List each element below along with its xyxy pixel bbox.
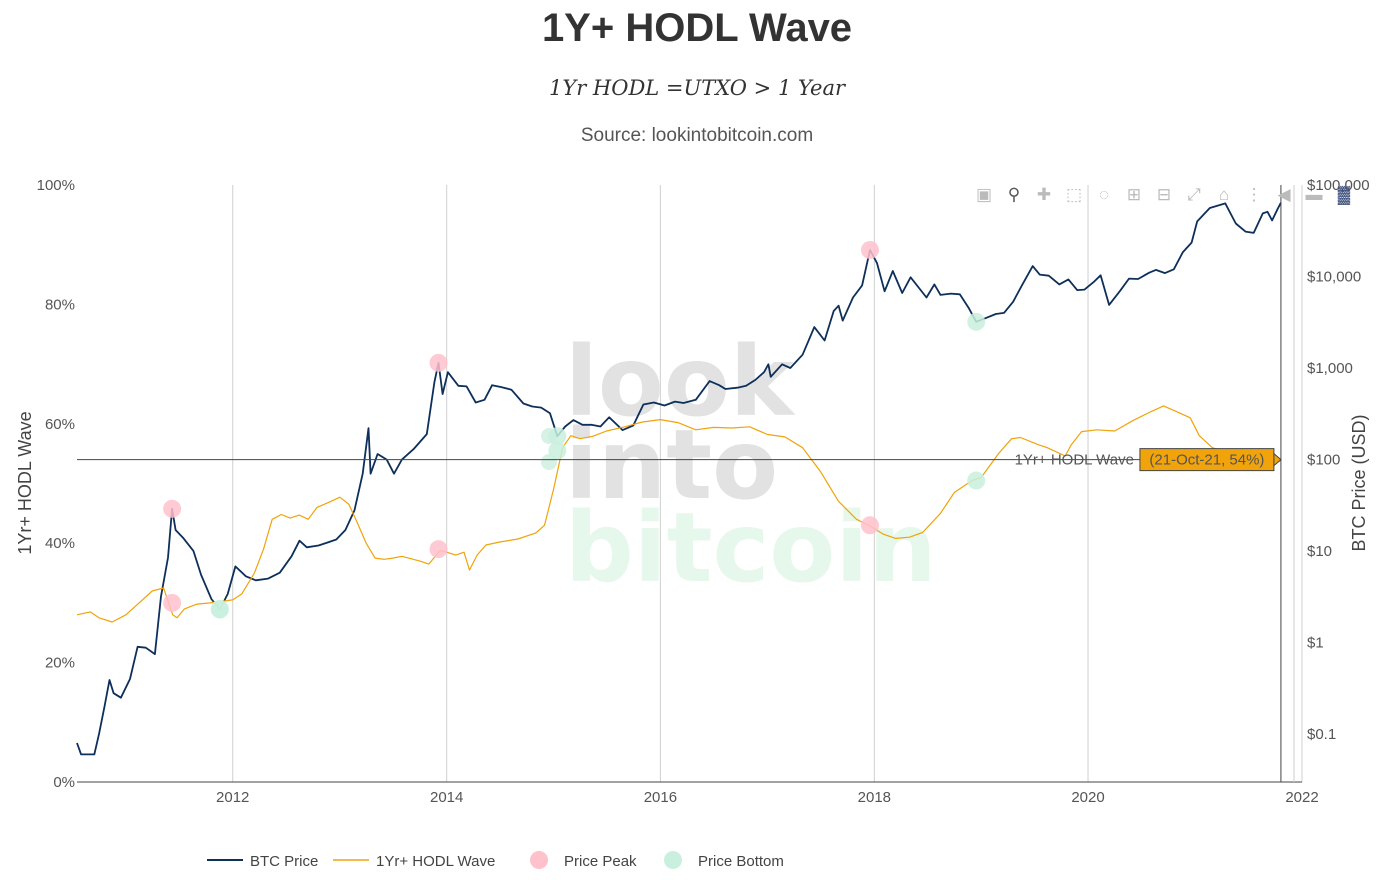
- legend-item-2[interactable]: Price Peak: [530, 851, 637, 870]
- zoom-out-icon[interactable]: ⊟: [1156, 185, 1172, 204]
- y-left-tick-0: 0%: [53, 774, 75, 791]
- autoscale-icon[interactable]: ⤢: [1187, 185, 1201, 204]
- legend-label-1: 1Yr+ HODL Wave: [376, 853, 495, 870]
- plotly-logo-icon[interactable]: ▓: [1337, 185, 1351, 204]
- marker-2-0[interactable]: [163, 499, 182, 518]
- legend-item-0[interactable]: BTC Price: [207, 853, 318, 870]
- x-gridlines: [232, 185, 1303, 782]
- camera-icon[interactable]: ▣: [975, 185, 993, 204]
- lasso-icon[interactable]: ◌: [1098, 185, 1110, 204]
- y-right-tick-6: $100,000: [1307, 177, 1370, 194]
- zoom-icon[interactable]: ⚲: [1007, 185, 1021, 204]
- watermark-look: look: [565, 326, 796, 438]
- y-right-tick-3: $100: [1307, 452, 1340, 469]
- hover-label-value: (21-Oct-21, 54%): [1149, 452, 1264, 469]
- zoom-in-icon[interactable]: ⊞: [1126, 185, 1142, 204]
- marker-2-5[interactable]: [860, 516, 879, 535]
- spike-lines-icon[interactable]: ⋮: [1245, 185, 1263, 204]
- y-left-tick-4: 80%: [45, 296, 75, 313]
- y-right-tick-2: $10: [1307, 543, 1332, 560]
- hover-label-series: 1Yr+ HODL Wave: [1015, 452, 1134, 469]
- legend-label-0: BTC Price: [250, 853, 318, 870]
- series-line-0[interactable]: [76, 202, 1282, 756]
- legend-swatch-2: [530, 851, 548, 869]
- y-right-tick-0: $0.1: [1307, 726, 1336, 743]
- y-right-tick-5: $10,000: [1307, 269, 1361, 286]
- pan-icon[interactable]: ✚: [1036, 185, 1052, 204]
- marker-3-2[interactable]: [967, 312, 986, 331]
- hover-closest-icon[interactable]: ◀: [1277, 185, 1291, 204]
- marker-2-2[interactable]: [860, 240, 879, 259]
- markers-layer[interactable]: [163, 240, 986, 619]
- marker-2-4[interactable]: [429, 540, 448, 559]
- legend-swatch-3: [664, 851, 682, 869]
- marker-3-5[interactable]: [967, 471, 986, 490]
- chart-title: 1Y+ HODL Wave: [541, 6, 853, 50]
- y-left-tick-2: 40%: [45, 535, 75, 552]
- x-tick-2012: 2012: [216, 789, 249, 806]
- y-right-tick-4: $1,000: [1307, 360, 1353, 377]
- marker-2-1[interactable]: [429, 353, 448, 372]
- marker-3-4[interactable]: [548, 441, 567, 460]
- x-tick-2016: 2016: [644, 789, 677, 806]
- chart-source: Source: lookintobitcoin.com: [580, 125, 814, 146]
- y-right-tick-1: $1: [1307, 635, 1324, 652]
- legend-item-1[interactable]: 1Yr+ HODL Wave: [333, 853, 495, 870]
- watermark: lookintobitcoin: [541, 326, 937, 604]
- axes: 2012 2014 2016 2018 2020 2022 0% 20% 40% 60% 80% 10…: [15, 177, 1370, 806]
- legend-label-3: Price Bottom: [698, 853, 784, 870]
- marker-2-3[interactable]: [163, 593, 182, 612]
- marker-3-3[interactable]: [210, 599, 229, 618]
- y-left-tick-5: 100%: [37, 177, 75, 194]
- x-tick-2020: 2020: [1071, 789, 1104, 806]
- reset-axes-icon[interactable]: ⌂: [1218, 185, 1230, 204]
- watermark-bitcoin: bitcoin: [565, 492, 937, 604]
- chart-subtitle: 1Yr HODL =UTXO > 1 Year: [548, 76, 846, 100]
- y-left-title: 1Yr+ HODL Wave: [15, 411, 35, 554]
- x-tick-2014: 2014: [430, 789, 463, 806]
- legend-item-3[interactable]: Price Bottom: [664, 851, 784, 870]
- hover-layer: (21-Oct-21, 54%) 1Yr+ HODL Wave: [77, 185, 1295, 782]
- hover-label-arrow: [1273, 452, 1282, 467]
- marker-3-1[interactable]: [548, 427, 567, 446]
- box-select-icon[interactable]: ⬚: [1065, 185, 1083, 204]
- x-tick-2018: 2018: [858, 789, 891, 806]
- y-left-tick-1: 20%: [45, 655, 75, 672]
- hover-compare-icon[interactable]: ▬: [1305, 185, 1323, 204]
- x-tick-2022: 2022: [1285, 789, 1318, 806]
- legend-label-2: Price Peak: [564, 853, 637, 870]
- y-left-tick-3: 60%: [45, 416, 75, 433]
- modebar[interactable]: ▣ ⚲ ✚ ⬚ ◌ ⊞ ⊟ ⤢ ⌂ ⋮ ◀ ▬ ▓: [972, 183, 1356, 207]
- y-right-title: BTC Price (USD): [1349, 414, 1369, 551]
- legend[interactable]: BTC Price 1Yr+ HODL Wave Price Peak Price B…: [207, 851, 784, 870]
